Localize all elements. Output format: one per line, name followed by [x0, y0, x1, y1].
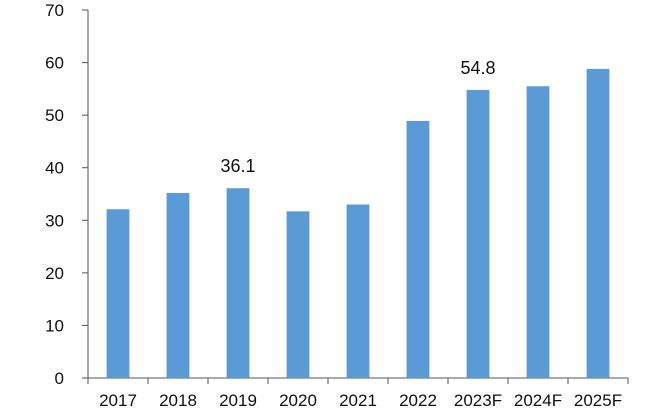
y-tick-label: 20 [45, 264, 64, 283]
bar-2018 [166, 192, 190, 378]
x-tick-label: 2022 [399, 391, 437, 410]
y-tick-label: 70 [45, 1, 64, 20]
data-labels: 36.1 54.8 [220, 58, 495, 176]
bar-2024f [526, 86, 550, 378]
y-tick-label: 0 [55, 369, 64, 388]
bar-2017 [106, 209, 130, 378]
bar-2022 [406, 120, 430, 378]
bars [106, 68, 610, 378]
x-tick-label: 2025F [574, 391, 622, 410]
x-tick-label: 2021 [339, 391, 377, 410]
y-tick-label: 40 [45, 159, 64, 178]
data-label-2023f: 54.8 [460, 58, 495, 78]
bar-2021 [346, 204, 370, 378]
y-axis: 0 10 20 30 40 50 60 70 [45, 1, 89, 388]
bar-2020 [286, 211, 310, 378]
x-tick-label: 2019 [219, 391, 257, 410]
bar-2023f [466, 89, 490, 378]
x-tick-label: 2024F [514, 391, 562, 410]
x-tick-label: 2018 [159, 391, 197, 410]
data-label-2019: 36.1 [220, 156, 255, 176]
y-tick-label: 60 [45, 54, 64, 73]
bar-2019 [226, 188, 250, 378]
x-tick-label: 2017 [99, 391, 137, 410]
y-tick-label: 10 [45, 316, 64, 335]
y-tick-label: 50 [45, 106, 64, 125]
y-tick-label: 30 [45, 211, 64, 230]
x-tick-label: 2020 [279, 391, 317, 410]
bar-2025f [586, 68, 610, 378]
x-axis: 2017 2018 2019 2020 2021 2022 2023F 2024F 2025F [87, 377, 629, 410]
x-tick-label: 2023F [454, 391, 502, 410]
